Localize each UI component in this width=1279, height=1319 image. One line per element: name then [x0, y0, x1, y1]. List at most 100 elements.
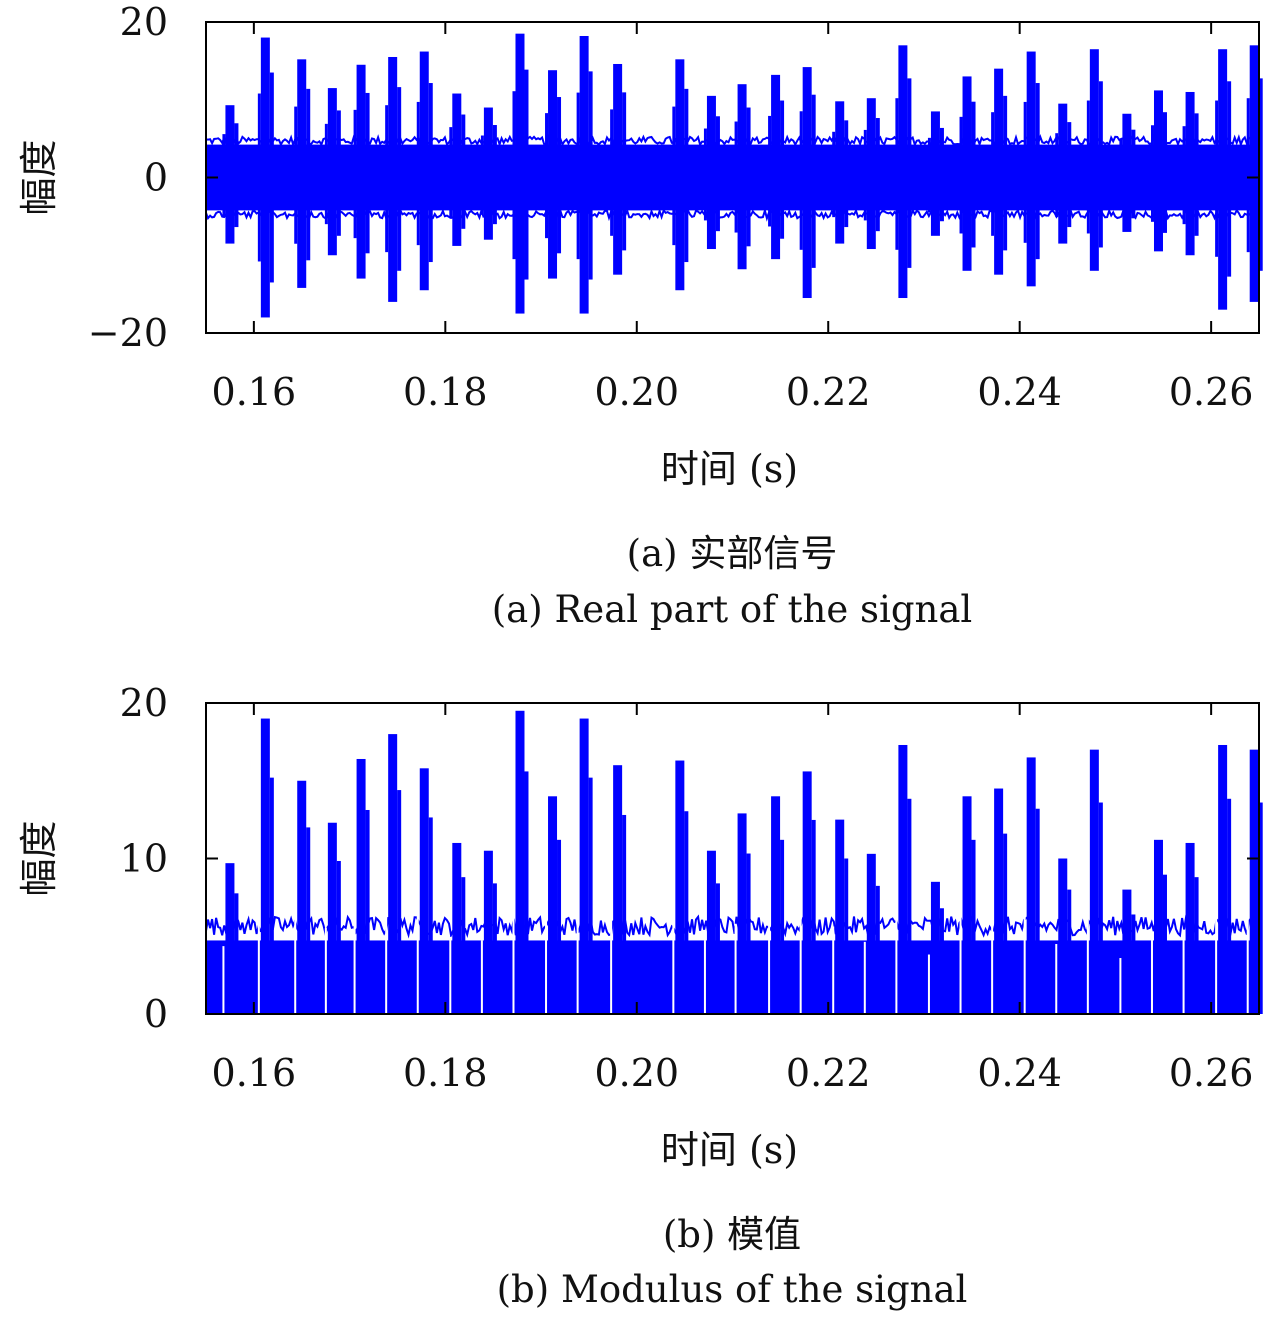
pulse-21	[927, 881, 944, 1014]
pulse-12	[610, 63, 627, 275]
pulse-9	[512, 33, 529, 314]
pulse-15	[734, 813, 751, 1014]
pulse-25	[1055, 858, 1072, 1014]
noise-edge-upper	[205, 913, 1260, 939]
tick-marks	[206, 21, 1259, 334]
pulse-1	[257, 37, 274, 318]
pulse-9	[512, 710, 529, 1014]
pulse-11	[576, 35, 593, 314]
y-tick-label-0: −20	[88, 311, 168, 355]
y-tick-label-0: 0	[144, 992, 168, 1036]
noise-band	[206, 144, 1259, 211]
pulse-31	[1246, 45, 1263, 302]
pulse-2	[294, 59, 311, 288]
noise-band	[206, 940, 1259, 1014]
x-tick-label-1: 0.18	[403, 370, 488, 414]
pulse-28	[1150, 839, 1167, 1014]
caption-english: (b) Modulus of the signal	[497, 1268, 968, 1311]
signal-trace	[205, 33, 1263, 318]
panel-real-part: −20 0 20 0.16 0.18 0.20 0.22 0.24 0.26 幅度 时间 (s…	[17, 0, 1263, 631]
pulse-28	[1150, 90, 1167, 252]
y-tick-label-1: 10	[120, 837, 168, 881]
pulse-11	[576, 718, 593, 1014]
y-tick-labels: −20 0 20	[88, 0, 168, 355]
noise-edge-lower	[205, 206, 1260, 222]
x-tick-label-0: 0.16	[212, 370, 297, 414]
pulse-21	[927, 111, 944, 236]
x-tick-label-2: 0.20	[594, 1051, 679, 1095]
y-tick-label-2: 20	[120, 0, 168, 44]
x-tick-labels: 0.16 0.18 0.20 0.22 0.24 0.26	[212, 370, 1254, 414]
x-tick-label-2: 0.20	[594, 370, 679, 414]
pulse-5	[385, 734, 402, 1014]
x-tick-label-5: 0.26	[1169, 1051, 1254, 1095]
pulse-12	[610, 765, 627, 1014]
pulse-26	[1086, 49, 1103, 271]
x-tick-labels: 0.16 0.18 0.20 0.22 0.24 0.26	[212, 1051, 1254, 1095]
pulse-25	[1055, 103, 1072, 244]
pulse-20	[895, 45, 912, 299]
caption-chinese: (b) 模值	[663, 1213, 801, 1256]
pulse-2	[294, 780, 311, 1014]
pulse-19	[863, 853, 880, 1014]
pulse-8	[480, 107, 497, 240]
pulse-30	[1215, 744, 1232, 1014]
pulse-22	[959, 76, 976, 271]
pulse-17	[799, 771, 816, 1014]
pulse-17	[799, 67, 816, 299]
pulse-10	[545, 796, 562, 1014]
pulse-3	[324, 88, 341, 256]
pulse-15	[734, 84, 751, 270]
x-tick-label-3: 0.22	[786, 370, 871, 414]
x-tick-label-4: 0.24	[977, 1051, 1062, 1095]
x-tick-label-1: 0.18	[403, 1051, 488, 1095]
noise-edge-upper	[205, 133, 1260, 148]
pulse-27	[1119, 113, 1136, 232]
pulse-20	[895, 744, 912, 1014]
pulse-23	[991, 788, 1008, 1014]
pulse-7	[449, 842, 466, 1014]
pulse-14	[703, 850, 720, 1014]
pulse-16	[768, 74, 785, 260]
pulse-22	[959, 796, 976, 1014]
pulse-4	[353, 64, 370, 279]
y-axis-title: 幅度	[17, 139, 61, 215]
pulse-26	[1086, 749, 1103, 1014]
pulse-6	[416, 768, 433, 1014]
caption-english: (a) Real part of the signal	[492, 588, 972, 631]
pulse-6	[416, 51, 433, 291]
pulse-16	[768, 796, 785, 1014]
caption-chinese: (a) 实部信号	[627, 532, 838, 575]
signal-trace	[205, 710, 1263, 1014]
pulse-5	[385, 56, 402, 302]
pulse-18	[832, 819, 849, 1014]
x-tick-label-0: 0.16	[212, 1051, 297, 1095]
tick-marks	[206, 702, 1259, 1015]
pulse-13	[672, 760, 689, 1014]
pulse-24	[1023, 757, 1040, 1014]
x-tick-label-4: 0.24	[977, 370, 1062, 414]
x-tick-label-3: 0.22	[786, 1051, 871, 1095]
y-axis-title: 幅度	[17, 820, 61, 896]
x-axis-title: 时间 (s)	[661, 1128, 798, 1172]
pulse-0	[222, 863, 239, 1014]
pulse-27	[1119, 889, 1136, 1014]
y-tick-labels: 0 10 20	[120, 681, 168, 1036]
pulse-23	[991, 68, 1008, 275]
pulse-1	[257, 718, 274, 1014]
y-tick-label-2: 20	[120, 681, 168, 725]
panel-modulus: 0 10 20 0.16 0.18 0.20 0.22 0.24 0.26 幅度 时间 (s)…	[17, 681, 1263, 1311]
pulse-31	[1246, 749, 1263, 1014]
pulse-18	[832, 101, 849, 244]
pulse-13	[672, 59, 689, 291]
pulse-29	[1182, 91, 1199, 256]
pulse-29	[1182, 842, 1199, 1014]
pulse-8	[480, 850, 497, 1014]
pulse-19	[863, 98, 880, 250]
pulse-30	[1215, 49, 1232, 310]
pulse-7	[449, 93, 466, 246]
pulse-10	[545, 70, 562, 279]
x-axis-title: 时间 (s)	[661, 447, 798, 491]
pulse-24	[1023, 51, 1040, 287]
